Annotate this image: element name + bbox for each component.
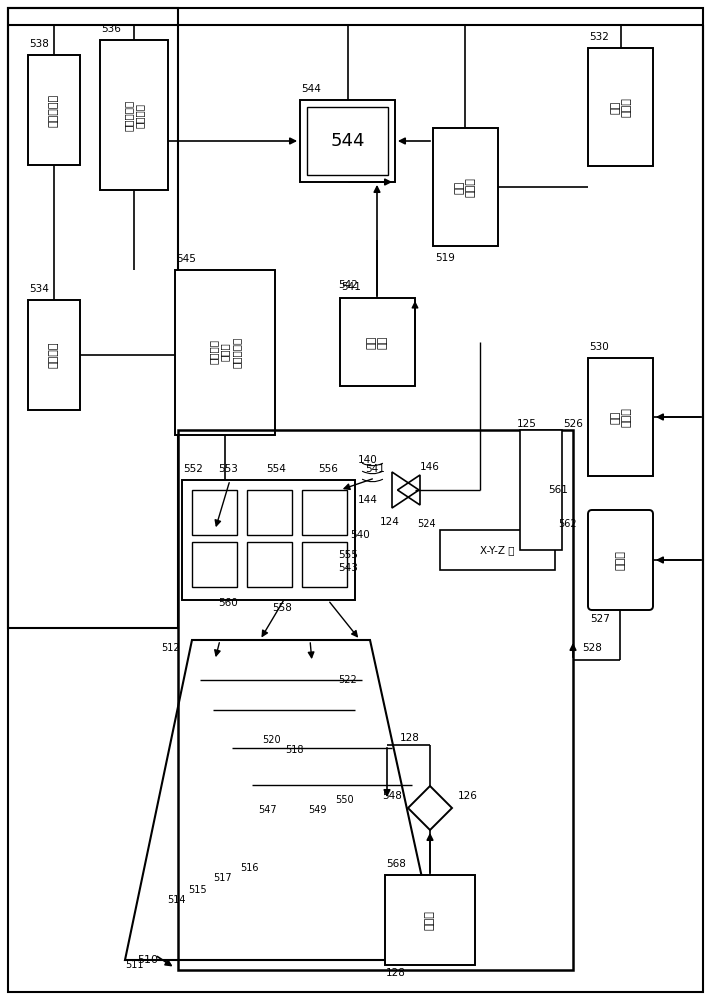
Text: 偏转控制器
和放大器: 偏转控制器 和放大器 [123, 99, 145, 131]
Text: 125: 125 [517, 419, 537, 429]
Text: 522: 522 [338, 675, 357, 685]
Text: 146: 146 [420, 462, 440, 472]
Bar [385, 875, 475, 965]
Bar [440, 530, 555, 570]
Text: 545: 545 [176, 254, 196, 264]
Text: 512: 512 [161, 643, 180, 653]
Text: 真空
控制器: 真空 控制器 [610, 97, 632, 117]
Bar [588, 48, 653, 166]
Text: 532: 532 [589, 32, 609, 42]
Text: 泵送
控制器: 泵送 控制器 [610, 407, 632, 427]
Text: 离子泵: 离子泵 [425, 910, 435, 930]
Text: 555: 555 [338, 550, 358, 560]
Bar [247, 490, 292, 535]
Text: 510: 510 [137, 955, 159, 965]
Text: 511: 511 [125, 960, 144, 970]
Text: 536: 536 [101, 24, 121, 34]
Bar [175, 270, 275, 435]
FancyBboxPatch shape [588, 510, 653, 610]
Text: 124: 124 [380, 517, 400, 527]
Text: 524: 524 [417, 519, 436, 529]
Text: 515: 515 [188, 885, 207, 895]
Bar [100, 40, 168, 190]
Text: 图形发生器: 图形发生器 [49, 93, 59, 127]
Text: 526: 526 [563, 419, 583, 429]
Text: 556: 556 [318, 464, 338, 474]
Text: 553: 553 [218, 464, 238, 474]
Text: 554: 554 [266, 464, 286, 474]
Text: 517: 517 [213, 873, 232, 883]
Text: 534: 534 [29, 284, 49, 294]
Bar [192, 490, 237, 535]
Bar [340, 298, 415, 386]
Text: 547: 547 [258, 805, 277, 815]
Text: 144: 144 [358, 495, 378, 505]
Text: 519: 519 [435, 253, 455, 263]
Text: 544: 544 [301, 84, 321, 94]
Text: 552: 552 [183, 464, 203, 474]
Bar [520, 430, 562, 550]
Text: 516: 516 [240, 863, 259, 873]
Text: 538: 538 [29, 39, 49, 49]
Text: 128: 128 [400, 733, 420, 743]
Text: 冷却器: 冷却器 [616, 550, 626, 570]
Bar [302, 490, 347, 535]
Text: 528: 528 [582, 643, 602, 653]
Text: 140: 140 [358, 455, 378, 465]
Text: 542: 542 [338, 280, 358, 290]
Text: 541: 541 [341, 282, 361, 292]
Text: 扫描电子
显微镜
电源和控制: 扫描电子 显微镜 电源和控制 [208, 336, 242, 368]
Text: 543: 543 [338, 563, 358, 573]
Text: 520: 520 [262, 735, 281, 745]
Bar [247, 542, 292, 587]
Bar [302, 542, 347, 587]
Text: 561: 561 [548, 485, 568, 495]
Text: 128: 128 [386, 968, 406, 978]
Bar [588, 358, 653, 476]
Bar [28, 300, 80, 410]
Text: 527: 527 [590, 614, 610, 624]
Bar [8, 8, 178, 628]
Text: 540: 540 [350, 530, 370, 540]
Bar [28, 55, 80, 165]
Text: 560: 560 [218, 598, 237, 608]
Text: 550: 550 [335, 795, 353, 805]
Text: 系统
控制器: 系统 控制器 [454, 177, 476, 197]
Bar [307, 107, 388, 175]
Text: 541: 541 [365, 464, 385, 474]
Text: X-Y-Z 台: X-Y-Z 台 [480, 545, 514, 555]
Text: 548: 548 [382, 791, 402, 801]
Text: 558: 558 [272, 603, 292, 613]
Bar [178, 430, 573, 970]
Text: 518: 518 [285, 745, 304, 755]
Text: 568: 568 [386, 859, 406, 869]
Bar [300, 100, 395, 182]
Text: 高压电源: 高压电源 [49, 342, 59, 368]
Text: 514: 514 [167, 895, 186, 905]
Bar [192, 542, 237, 587]
Text: 544: 544 [331, 132, 365, 150]
Text: 视频
电路: 视频 电路 [366, 335, 387, 349]
Text: 549: 549 [308, 805, 326, 815]
Bar [433, 128, 498, 246]
Text: 562: 562 [558, 519, 577, 529]
Text: 530: 530 [589, 342, 609, 352]
Text: 126: 126 [458, 791, 478, 801]
